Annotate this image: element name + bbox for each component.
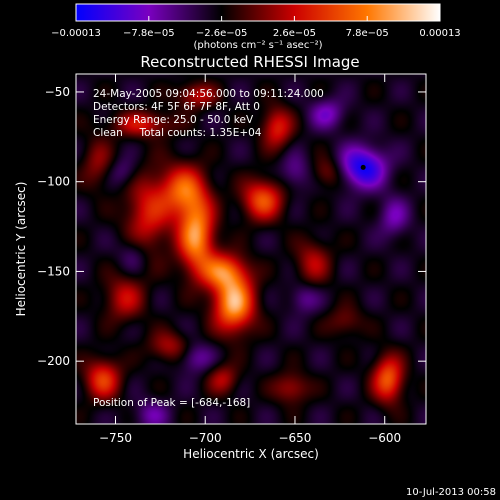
x-tick-label: −650 bbox=[278, 431, 311, 445]
colorbar-units-label: (photons cm⁻² s⁻¹ asec⁻²) bbox=[193, 40, 322, 51]
y-tick-label: −50 bbox=[45, 85, 70, 99]
plot-timestamp: 10-Jul-2013 00:58 bbox=[406, 487, 496, 498]
annotation-time-range: 24-May-2005 09:04:56.000 to 09:11:24.000 bbox=[93, 88, 324, 100]
colorbar bbox=[75, 3, 441, 22]
y-tick-label: −200 bbox=[37, 354, 70, 368]
plot-frame bbox=[75, 73, 427, 425]
peak-position-label: Position of Peak = [-684,-168] bbox=[93, 397, 250, 409]
y-axis-label: Heliocentric Y (arcsec) bbox=[14, 182, 28, 317]
y-tick-label: −150 bbox=[37, 264, 70, 278]
colorbar-ticks: −0.00013 −7.8e−05 −2.6e−05 2.6e−05 7.8e−05 0.… bbox=[51, 16, 461, 39]
y-tick-label: −100 bbox=[37, 175, 70, 189]
x-tick-label: −700 bbox=[189, 431, 222, 445]
chart-title: Reconstructed RHESSI Image bbox=[140, 53, 359, 71]
colorbar-tick-label: −0.00013 bbox=[51, 28, 101, 39]
annotation-detectors: Detectors: 4F 5F 6F 7F 8F, Att 0 bbox=[93, 101, 260, 113]
annotation-energy-range: Energy Range: 25.0 - 50.0 keV bbox=[93, 114, 254, 126]
heatmap-image bbox=[76, 74, 426, 424]
colorbar-tick-label: −2.6e−05 bbox=[196, 28, 248, 39]
colorbar-tick-label: 0.00013 bbox=[419, 28, 460, 39]
colorbar-tick-label: −7.8e−05 bbox=[123, 28, 175, 39]
colorbar-tick-label: 7.8e−05 bbox=[346, 28, 389, 39]
source-marks bbox=[360, 164, 366, 170]
colorbar-tick-label: 2.6e−05 bbox=[273, 28, 316, 39]
annotation-clean-counts: Clean Total counts: 1.35E+04 bbox=[93, 127, 262, 139]
x-axis-label: Heliocentric X (arcsec) bbox=[183, 447, 319, 461]
axis-ticks: −750 −700 −650 −600 −50 −100 −150 −200 bbox=[37, 74, 426, 445]
min-marker bbox=[360, 164, 366, 170]
x-tick-label: −600 bbox=[368, 431, 401, 445]
x-tick-label: −750 bbox=[99, 431, 132, 445]
plot-area bbox=[76, 74, 426, 424]
